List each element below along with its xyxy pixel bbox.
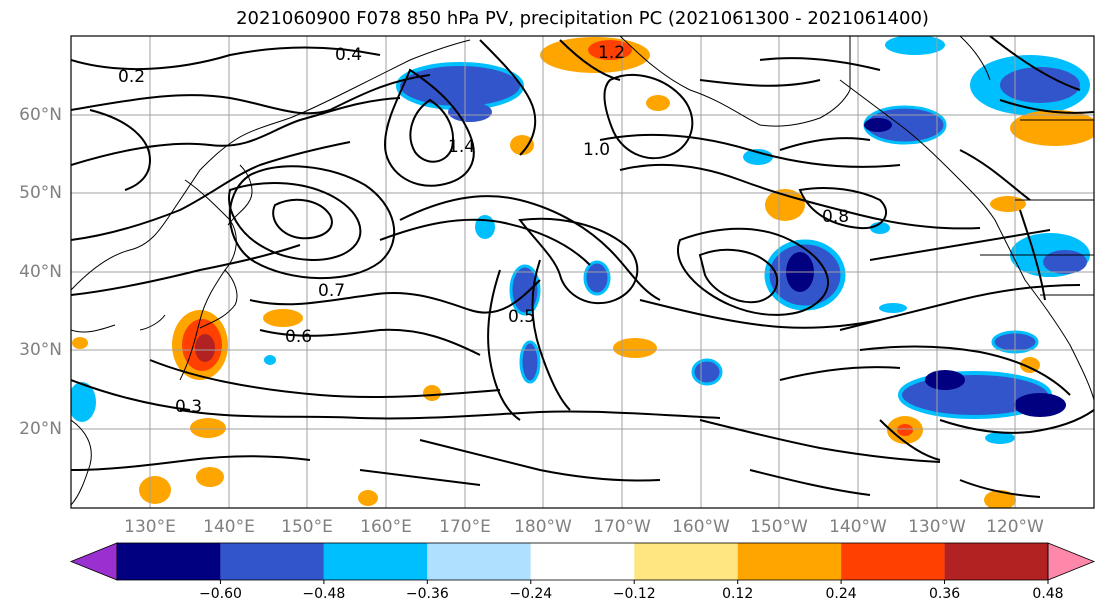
colorbar-tick-label: 0.24 xyxy=(826,586,857,601)
colorbar-extend-min xyxy=(69,542,118,581)
contour-label: 1.2 xyxy=(598,43,625,63)
contour-label: 1.4 xyxy=(448,137,475,157)
colorbar-segments xyxy=(69,542,1096,581)
contour-label: 0.8 xyxy=(822,207,849,227)
colorbar-tick-label: −0.12 xyxy=(613,586,656,601)
lon-label: 130°E xyxy=(124,517,176,537)
colorbar-tick-label: 0.48 xyxy=(1032,586,1063,601)
lon-label: 140°E xyxy=(203,517,255,537)
map-title: 2021060900 F078 850 hPa PV, precipitatio… xyxy=(236,8,929,29)
lat-label: 20°N xyxy=(19,419,62,439)
colorbar-segment xyxy=(944,543,1048,580)
contour-label: 0.7 xyxy=(318,281,345,301)
lon-label: 180°W xyxy=(514,517,572,537)
lon-label: 150°W xyxy=(750,517,808,537)
lon-label: 130°W xyxy=(908,517,966,537)
contour-label: 1.0 xyxy=(583,140,610,160)
lat-label: 40°N xyxy=(19,262,62,282)
latitude-labels: 60°N 50°N 40°N 30°N 20°N xyxy=(19,105,62,439)
colorbar-segment xyxy=(220,543,324,580)
colorbar-ticks: −0.60 −0.48 −0.36 −0.24 −0.12 0.12 0.24 0.36 0.4… xyxy=(199,580,1064,601)
map-content: 0.2 0.3 0.4 0.5 0.6 0.7 0.8 1.0 1.2 1.4 xyxy=(71,36,1094,508)
precip-positive-shading xyxy=(72,37,1094,508)
contour-label: 0.6 xyxy=(285,327,312,347)
lon-label: 160°E xyxy=(360,517,412,537)
lat-label: 30°N xyxy=(19,340,62,360)
lon-label: 150°E xyxy=(281,517,333,537)
pv-contour-labels: 0.2 0.3 0.4 0.5 0.6 0.7 0.8 1.0 1.2 1.4 xyxy=(118,43,849,417)
colorbar-tick-label: −0.60 xyxy=(199,586,242,601)
colorbar-segment xyxy=(530,543,635,580)
pv-contours xyxy=(71,36,1094,498)
contour-label: 0.2 xyxy=(118,67,145,87)
lon-label: 160°W xyxy=(672,517,730,537)
colorbar-segment xyxy=(634,543,738,580)
contour-label: 0.3 xyxy=(175,397,202,417)
colorbar-segment xyxy=(737,543,842,580)
colorbar-tick-label: −0.24 xyxy=(509,586,552,601)
longitude-labels: 130°E 140°E 150°E 160°E 170°E 180°W 170°… xyxy=(124,517,1044,537)
lon-label: 120°W xyxy=(986,517,1044,537)
colorbar-segment xyxy=(841,543,945,580)
colorbar-segment xyxy=(323,543,428,580)
colorbar-segment xyxy=(427,543,531,580)
colorbar-segment xyxy=(117,543,221,580)
map-frame xyxy=(70,35,1095,509)
colorbar-tick-label: −0.48 xyxy=(302,586,345,601)
contour-label: 0.4 xyxy=(335,45,362,65)
graticule xyxy=(71,36,1094,508)
coastlines xyxy=(71,36,1094,506)
lat-label: 60°N xyxy=(19,105,62,125)
lon-label: 170°W xyxy=(593,517,651,537)
lon-label: 170°E xyxy=(439,517,491,537)
lon-label: 140°W xyxy=(829,517,887,537)
colorbar-tick-label: −0.36 xyxy=(406,586,449,601)
colorbar-tick-label: 0.12 xyxy=(722,586,753,601)
contour-label: 0.5 xyxy=(508,307,535,327)
colorbar-extend-max xyxy=(1047,542,1096,581)
colorbar: −0.60 −0.48 −0.36 −0.24 −0.12 0.12 0.24 0.36 0.4… xyxy=(69,542,1096,601)
colorbar-outline xyxy=(116,542,1049,581)
lat-label: 50°N xyxy=(19,183,62,203)
colorbar-tick-label: 0.36 xyxy=(929,586,960,601)
